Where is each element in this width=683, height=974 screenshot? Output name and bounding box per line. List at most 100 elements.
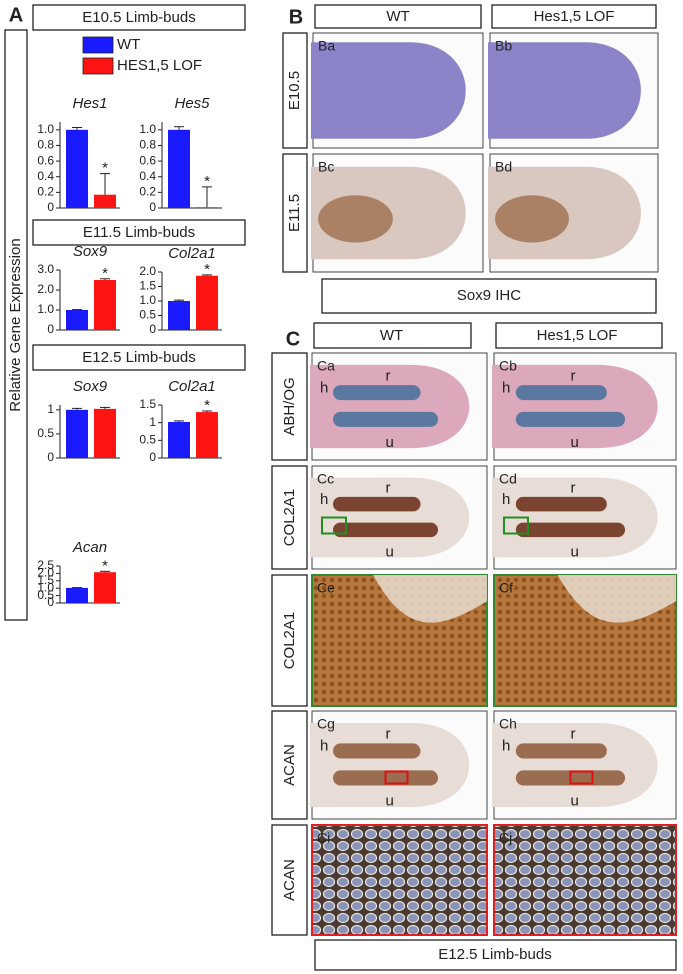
cartilage-element <box>333 743 421 759</box>
label-box <box>491 4 657 29</box>
anatomy-label: h <box>502 738 510 755</box>
y-tick-label: 0.4 <box>139 169 156 183</box>
y-tick-label: 0.5 <box>139 308 156 322</box>
legend-swatch <box>82 57 114 75</box>
chart-title: Hes5 <box>174 95 210 112</box>
limb-section <box>488 42 641 139</box>
image-label: Bb <box>495 38 512 54</box>
anatomy-label: r <box>570 726 575 743</box>
highlight-box <box>503 516 529 535</box>
y-tick-label: 0 <box>47 322 54 336</box>
cartilage-element <box>333 496 421 512</box>
label-box <box>32 219 246 246</box>
y-tick-label: 1 <box>149 415 156 429</box>
anatomy-label: r <box>386 368 391 385</box>
chart-title: Col2a1 <box>168 378 216 395</box>
row-label: COL2A1 <box>281 612 298 670</box>
y-tick-label: 1.0 <box>37 122 54 136</box>
caption: Sox9 IHC <box>457 287 521 304</box>
y-tick-label: 1.0 <box>139 122 156 136</box>
row-label: E11.5 <box>286 194 303 232</box>
image-label: Bc <box>318 159 334 175</box>
legend-swatch <box>82 36 114 54</box>
label-box <box>314 4 482 29</box>
panel-label: B <box>289 6 303 28</box>
y-tick-label: 0.6 <box>139 153 156 167</box>
error-bar <box>100 406 110 409</box>
y-tick-label: 0 <box>149 450 156 464</box>
label-box <box>271 710 308 820</box>
bar <box>168 421 190 458</box>
column-label: WT <box>380 327 403 344</box>
panel-label: C <box>286 328 300 350</box>
anatomy-label: h <box>502 379 510 396</box>
section-title: E12.5 Limb-buds <box>82 349 195 366</box>
y-tick-label: 1.5 <box>37 573 54 587</box>
chart-title: Sox9 <box>73 243 108 260</box>
y-tick-label: 0.5 <box>37 426 54 440</box>
y-tick-label: 0.8 <box>139 138 156 152</box>
y-tick-label: 2.0 <box>139 264 156 278</box>
significance-mark: * <box>102 557 108 574</box>
significance-mark: * <box>102 265 108 282</box>
anatomy-label: r <box>570 368 575 385</box>
row-label: ABH/OG <box>281 377 298 435</box>
anatomy-label: h <box>502 491 510 508</box>
error-bar <box>202 186 212 208</box>
error-bar <box>174 420 184 422</box>
label-box <box>271 465 308 570</box>
label-box <box>271 574 308 707</box>
image-label: Ch <box>499 716 517 732</box>
y-tick-label: 3.0 <box>37 262 54 276</box>
anatomy-label: r <box>386 480 391 497</box>
error-bar <box>100 278 110 280</box>
label-box <box>4 29 28 621</box>
error-bar <box>174 126 184 130</box>
chart-title: Acan <box>72 539 107 556</box>
y-tick-label: 0.5 <box>139 433 156 447</box>
y-tick-label: 1.5 <box>139 279 156 293</box>
image-label: Ce <box>317 580 335 596</box>
legend-label: WT <box>117 36 140 53</box>
anatomy-label: r <box>570 480 575 497</box>
bar <box>168 301 190 330</box>
image-label: Cd <box>499 471 517 487</box>
limb-section <box>311 42 466 139</box>
chart-title: Hes1 <box>72 95 107 112</box>
anatomy-label: u <box>386 543 394 560</box>
y-tick-label: 0.4 <box>37 169 54 183</box>
anatomy-label: h <box>320 738 328 755</box>
bar <box>66 129 88 208</box>
label-box <box>314 939 677 971</box>
label-box <box>32 344 246 371</box>
y-tick-label: 0.8 <box>37 138 54 152</box>
cartilage-element <box>515 496 607 512</box>
y-tick-label: 0 <box>149 200 156 214</box>
column-label: Hes1,5 LOF <box>534 8 615 25</box>
micrograph <box>493 824 677 936</box>
bar <box>168 129 190 208</box>
section-title: E11.5 Limb-buds <box>83 224 195 241</box>
y-tick-label: 1.0 <box>37 580 54 594</box>
anatomy-label: r <box>386 726 391 743</box>
cartilage-element <box>515 385 607 401</box>
row-label: E10.5 <box>286 71 303 110</box>
anatomy-label: u <box>386 793 394 810</box>
image-label: Bd <box>495 159 512 175</box>
cartilage-element <box>333 385 421 401</box>
label-box <box>282 32 308 149</box>
error-bar <box>202 410 212 413</box>
section-title: E10.5 Limb-buds <box>82 9 195 26</box>
image-label: Cj <box>499 830 512 846</box>
significance-mark: * <box>102 160 108 177</box>
bar <box>94 408 116 458</box>
cartilage-element <box>333 522 438 538</box>
panel-label: A <box>9 4 23 26</box>
anatomy-label: h <box>320 491 328 508</box>
stain-region <box>495 195 569 243</box>
significance-mark: * <box>204 173 210 190</box>
row-label: COL2A1 <box>281 489 298 547</box>
error-bar <box>202 274 212 276</box>
significance-mark: * <box>204 397 210 414</box>
